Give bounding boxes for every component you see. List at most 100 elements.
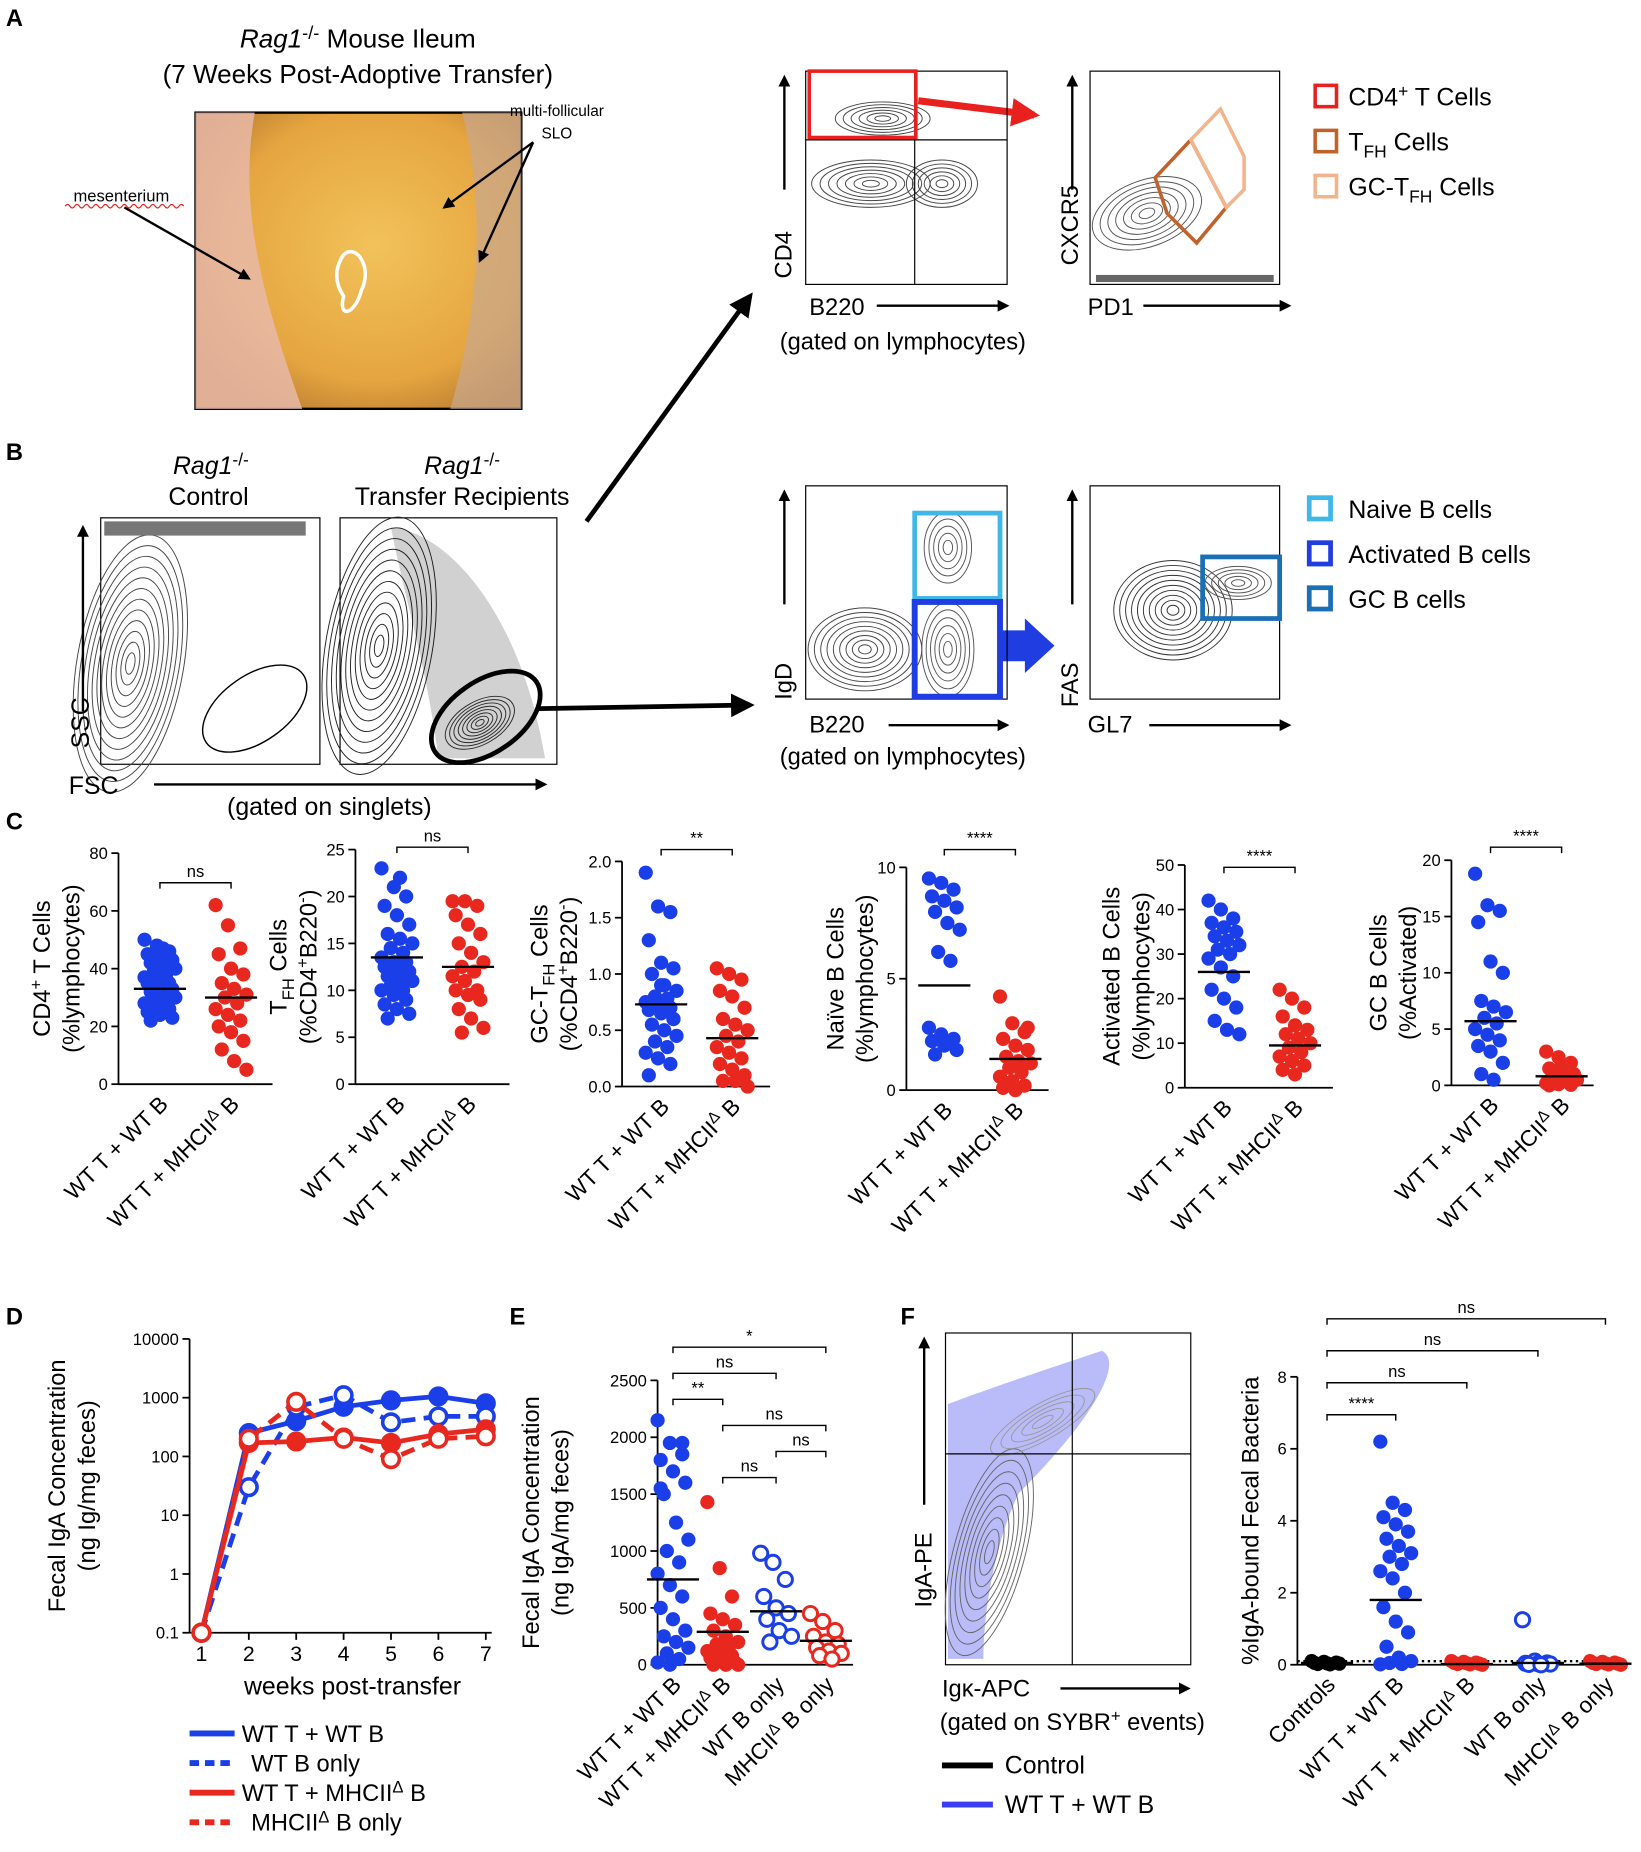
data-point bbox=[1400, 1524, 1416, 1539]
data-point bbox=[924, 1033, 940, 1049]
y-tick-label: 5 bbox=[336, 1028, 345, 1047]
photo bbox=[123, 111, 535, 411]
y-tick-label: 1500 bbox=[610, 1485, 647, 1504]
text-part: B bbox=[403, 1781, 425, 1807]
data-point bbox=[1275, 1062, 1290, 1078]
axis-events bbox=[1095, 274, 1274, 283]
data-point bbox=[1201, 893, 1216, 908]
data-point bbox=[722, 1045, 737, 1060]
contour bbox=[858, 644, 872, 655]
significance-bracket bbox=[722, 1476, 777, 1484]
y-tick-label: 15 bbox=[1422, 907, 1440, 926]
panel-label: C bbox=[6, 809, 23, 835]
contour bbox=[1125, 569, 1221, 651]
y-tick-label: 0 bbox=[99, 1075, 108, 1094]
contour bbox=[470, 715, 489, 730]
data-point bbox=[1226, 911, 1241, 926]
legend-label: GC B cells bbox=[1348, 586, 1466, 614]
data-point bbox=[1272, 982, 1287, 997]
y-tick-label: 4 bbox=[1277, 1512, 1286, 1531]
contour bbox=[851, 639, 879, 660]
data-point bbox=[709, 1040, 724, 1055]
contour bbox=[373, 634, 385, 657]
significance-label: ns bbox=[766, 1404, 784, 1423]
y-tick-label: 8 bbox=[1277, 1368, 1286, 1387]
y-tick-label: 2 bbox=[1277, 1584, 1286, 1603]
data-point bbox=[392, 870, 408, 885]
text-part: MHCII bbox=[251, 1811, 318, 1837]
data-point bbox=[1495, 965, 1510, 980]
data-point bbox=[1563, 1077, 1578, 1092]
axis-label: GL7 bbox=[1088, 712, 1133, 738]
contour bbox=[326, 527, 433, 765]
data-point bbox=[380, 926, 395, 942]
data-point bbox=[389, 908, 405, 923]
text-part: Δ bbox=[318, 1807, 329, 1826]
contour bbox=[125, 652, 136, 675]
data-point bbox=[1489, 1016, 1504, 1031]
x-tick-label: WT T + MHCIIΔ B bbox=[1338, 1671, 1480, 1813]
legend-swatch bbox=[1306, 495, 1333, 522]
y-tick-label: 0.0 bbox=[588, 1077, 611, 1096]
data-point bbox=[779, 1604, 797, 1623]
data-point bbox=[377, 898, 392, 913]
contour bbox=[1119, 564, 1227, 656]
legend-label: MHCIIΔ B only bbox=[251, 1807, 402, 1836]
contour bbox=[813, 612, 916, 687]
data-point bbox=[681, 1640, 696, 1655]
contour bbox=[91, 577, 169, 750]
data-point bbox=[653, 1481, 668, 1496]
axis-label: Fecal IgA Concentration bbox=[519, 1396, 545, 1649]
data-point bbox=[1294, 1044, 1309, 1060]
data-point bbox=[650, 1655, 665, 1670]
data-point bbox=[663, 904, 678, 920]
data-point bbox=[454, 1025, 469, 1040]
significance-bracket bbox=[943, 848, 1017, 856]
legend-label: TFH Cells bbox=[1348, 129, 1449, 162]
contour bbox=[874, 115, 892, 122]
data-point bbox=[457, 973, 473, 989]
text-part: FH bbox=[1409, 187, 1432, 207]
gate bbox=[1188, 106, 1246, 211]
plot-title: Rag1-/- bbox=[424, 450, 500, 480]
series-marker bbox=[380, 1390, 402, 1411]
contour bbox=[101, 598, 160, 729]
data-point bbox=[451, 936, 466, 951]
contour bbox=[449, 699, 511, 747]
data-point bbox=[712, 983, 728, 998]
axis-label: (%Activated) bbox=[1396, 906, 1422, 1040]
contour bbox=[921, 601, 975, 698]
data-point bbox=[448, 983, 463, 998]
text-part: FH bbox=[1364, 142, 1387, 162]
data-point bbox=[1008, 1038, 1023, 1053]
contour bbox=[1107, 186, 1187, 241]
data-point bbox=[1474, 1066, 1489, 1082]
data-point bbox=[940, 915, 955, 931]
data-point bbox=[1222, 946, 1238, 962]
data-point bbox=[934, 875, 949, 891]
data-point bbox=[722, 966, 737, 982]
flow-plot bbox=[805, 485, 1008, 700]
text-part: T Cells bbox=[30, 900, 56, 979]
text-part: B only bbox=[773, 1671, 840, 1738]
contour bbox=[335, 548, 423, 743]
flow-plot bbox=[339, 517, 558, 765]
data-point bbox=[1287, 1067, 1303, 1082]
data-point bbox=[211, 1019, 226, 1034]
contour bbox=[983, 1540, 995, 1565]
data-point bbox=[143, 1013, 158, 1028]
y-tick-label: 0 bbox=[1165, 1079, 1174, 1098]
data-point bbox=[448, 908, 463, 923]
data-point bbox=[678, 1475, 693, 1490]
data-point bbox=[463, 945, 479, 960]
gating-arrows bbox=[539, 97, 1055, 718]
text-part: B only bbox=[329, 1811, 402, 1837]
data-point bbox=[1498, 1005, 1514, 1020]
text-part: + bbox=[26, 980, 45, 990]
data-point bbox=[1391, 1538, 1406, 1554]
data-point bbox=[1388, 1517, 1403, 1532]
y-tick-label: 20 bbox=[89, 1017, 107, 1036]
axis-label: CXCR5 bbox=[1058, 185, 1084, 265]
contour bbox=[1031, 1414, 1054, 1430]
text-part: FH bbox=[279, 978, 298, 1000]
